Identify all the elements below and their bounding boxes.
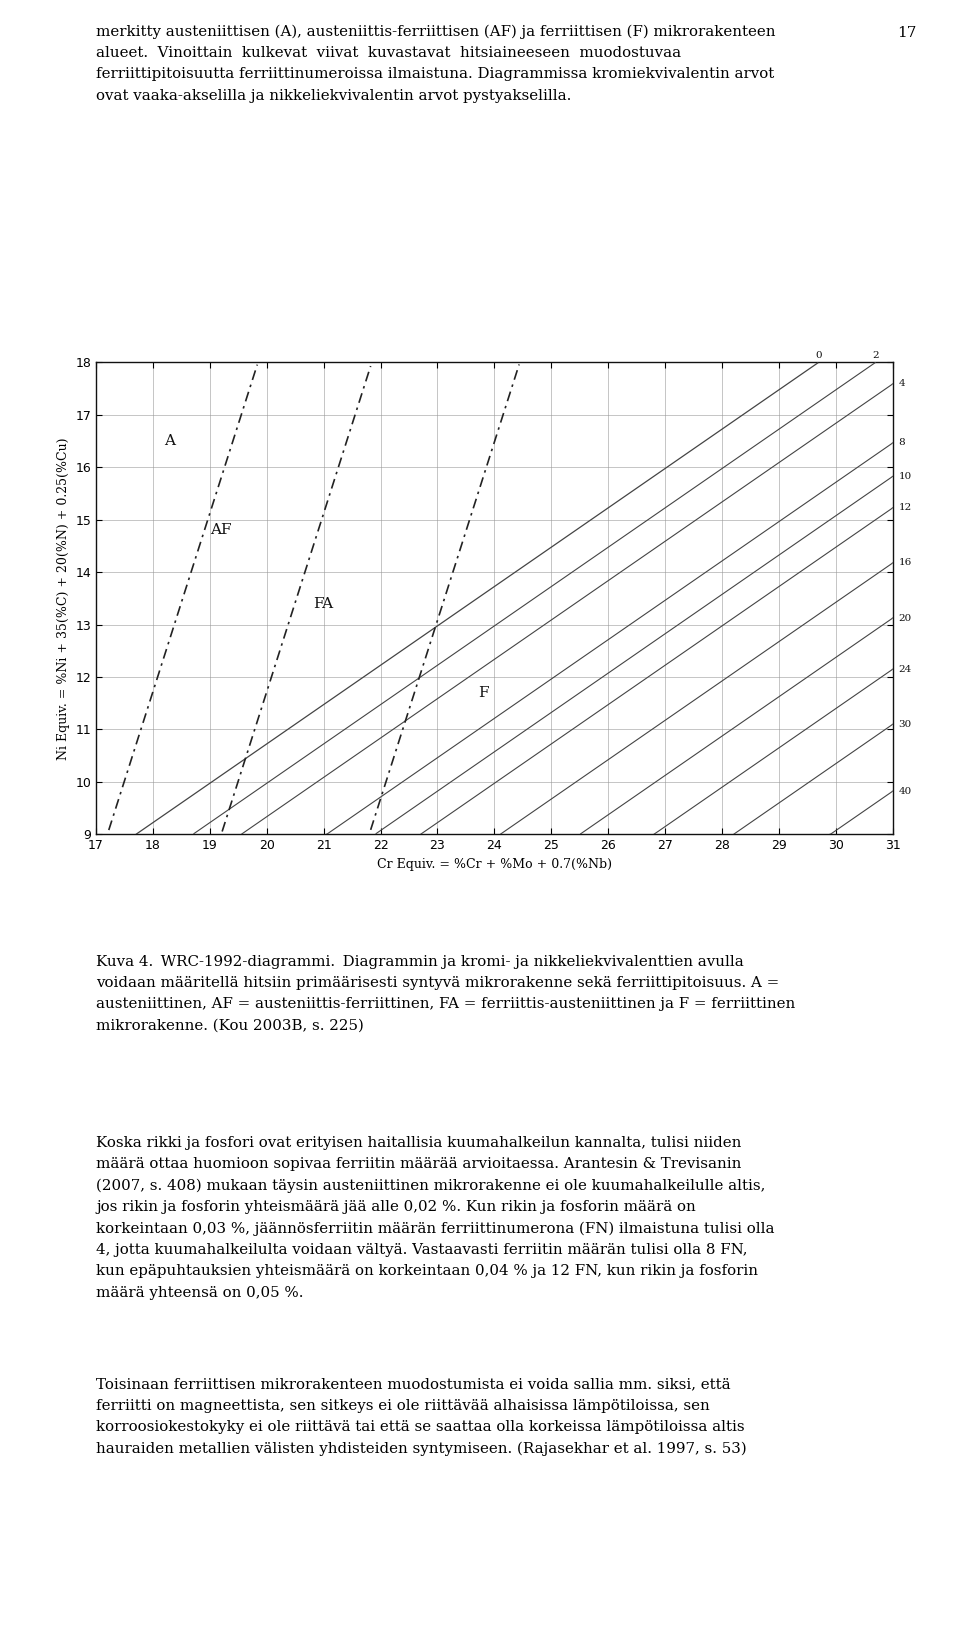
- Text: Toisinaan ferriittisen mikrorakenteen muodostumista ei voida sallia mm. siksi, e: Toisinaan ferriittisen mikrorakenteen mu…: [96, 1378, 747, 1457]
- Text: 30: 30: [899, 720, 912, 728]
- Text: 20: 20: [899, 613, 912, 623]
- Text: 8: 8: [899, 439, 905, 447]
- Text: 40: 40: [899, 786, 912, 796]
- Text: AF: AF: [210, 523, 232, 538]
- X-axis label: Cr Equiv. = %Cr + %Mo + 0.7(%Nb): Cr Equiv. = %Cr + %Mo + 0.7(%Nb): [377, 858, 612, 871]
- Y-axis label: Ni Equiv. = %Ni + 35(%C) + 20(%N) + 0.25(%Cu): Ni Equiv. = %Ni + 35(%C) + 20(%N) + 0.25…: [57, 437, 70, 760]
- Text: merkitty austeniittisen (A), austeniittis-ferriittisen (AF) ja ferriittisen (F) : merkitty austeniittisen (A), austeniitti…: [96, 25, 776, 102]
- Text: F: F: [478, 686, 489, 700]
- Text: 24: 24: [899, 664, 912, 674]
- Text: A: A: [164, 434, 176, 447]
- Text: 2: 2: [873, 350, 879, 360]
- Text: FA: FA: [314, 597, 334, 610]
- Text: 17: 17: [898, 26, 917, 41]
- Text: 10: 10: [899, 472, 912, 480]
- Text: Koska rikki ja fosfori ovat erityisen haitallisia kuumahalkeilun kannalta, tulis: Koska rikki ja fosfori ovat erityisen ha…: [96, 1136, 775, 1299]
- Text: 0: 0: [815, 350, 822, 360]
- Text: Kuva 4. WRC-1992-diagrammi. Diagrammin ja kromi- ja nikkeliekvivalenttien avulla: Kuva 4. WRC-1992-diagrammi. Diagrammin j…: [96, 955, 795, 1032]
- Text: 12: 12: [899, 503, 912, 513]
- Text: 4: 4: [899, 380, 905, 388]
- Text: 16: 16: [899, 559, 912, 567]
